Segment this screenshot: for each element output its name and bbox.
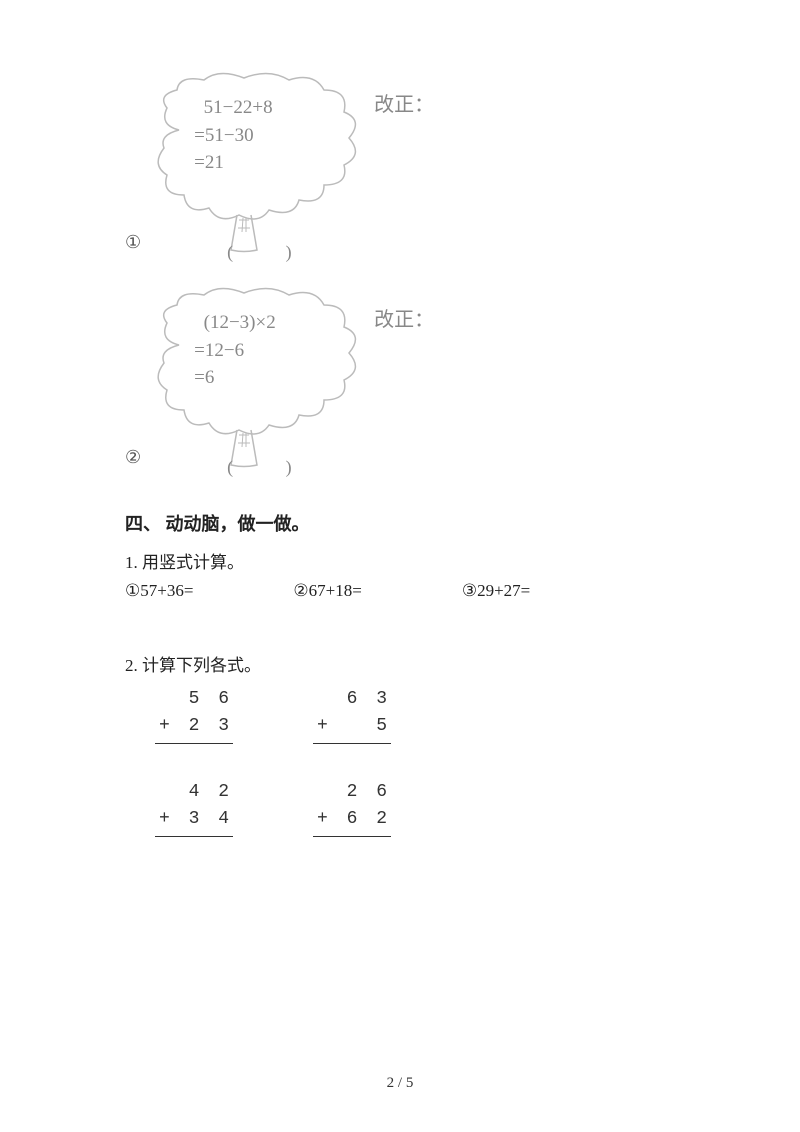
q1-c: ③29+27= [462,581,530,601]
problem-1-line2: =51−30 [194,122,272,150]
problem-2-work: (12−3)×2 =12−6 =6 [194,309,276,392]
calc-4-line [313,836,391,837]
problem-2-number: ② [125,447,141,468]
calc-2: 6 3 + 5 [313,686,391,744]
bracket-1: ( ) [227,242,316,263]
calc-1-line [155,743,233,744]
problem-2-line3: =6 [194,364,276,392]
calc-1-top: 5 6 [155,686,233,713]
calc-2-bot: + 5 [313,713,391,740]
problem-1-line1: 51−22+8 [194,94,272,122]
calc-3-top: 4 2 [155,779,233,806]
calc-2-line [313,743,391,744]
page-number: 2 / 5 [0,1075,800,1092]
correction-label-1: 改正： [374,88,434,117]
problem-1-line3: =21 [194,149,272,177]
tree-2: (12−3)×2 =12−6 =6 改正： ( ) [149,285,364,480]
problem-1-number: ① [125,232,141,253]
calc-3-line [155,836,233,837]
section-4-header: 四、 动动脑，做一做。 [125,510,675,536]
problem-2-line1: (12−3)×2 [194,309,276,337]
problem-1-work: 51−22+8 =51−30 =21 [194,94,272,177]
calc-4-top: 2 6 [313,779,391,806]
problem-2: ② (12−3)×2 =12−6 =6 改正： ( ) [125,285,675,480]
q2-calcs: 5 6 + 2 3 6 3 + 5 4 2 + 3 4 2 6 + 6 2 [155,686,675,837]
calc-1-bot: + 2 3 [155,713,233,740]
problem-2-line2: =12−6 [194,337,276,365]
bracket-2: ( ) [227,457,316,478]
q1-a: ①57+36= [125,581,193,601]
q1-label: 1. 用竖式计算。 [125,548,675,573]
calc-1: 5 6 + 2 3 [155,686,233,744]
calc-3: 4 2 + 3 4 [155,779,233,837]
problem-1: ① 51−22+8 =51−30 =21 改正： ( ) [125,70,675,265]
calc-4: 2 6 + 6 2 [313,779,391,837]
calc-3-bot: + 3 4 [155,806,233,833]
q1-b: ②67+18= [293,581,361,601]
calc-2-top: 6 3 [313,686,391,713]
calc-4-bot: + 6 2 [313,806,391,833]
q2-label: 2. 计算下列各式。 [125,651,675,676]
tree-1: 51−22+8 =51−30 =21 改正： ( ) [149,70,364,265]
q1-items: ①57+36= ②67+18= ③29+27= [125,581,675,601]
correction-label-2: 改正： [374,303,434,332]
